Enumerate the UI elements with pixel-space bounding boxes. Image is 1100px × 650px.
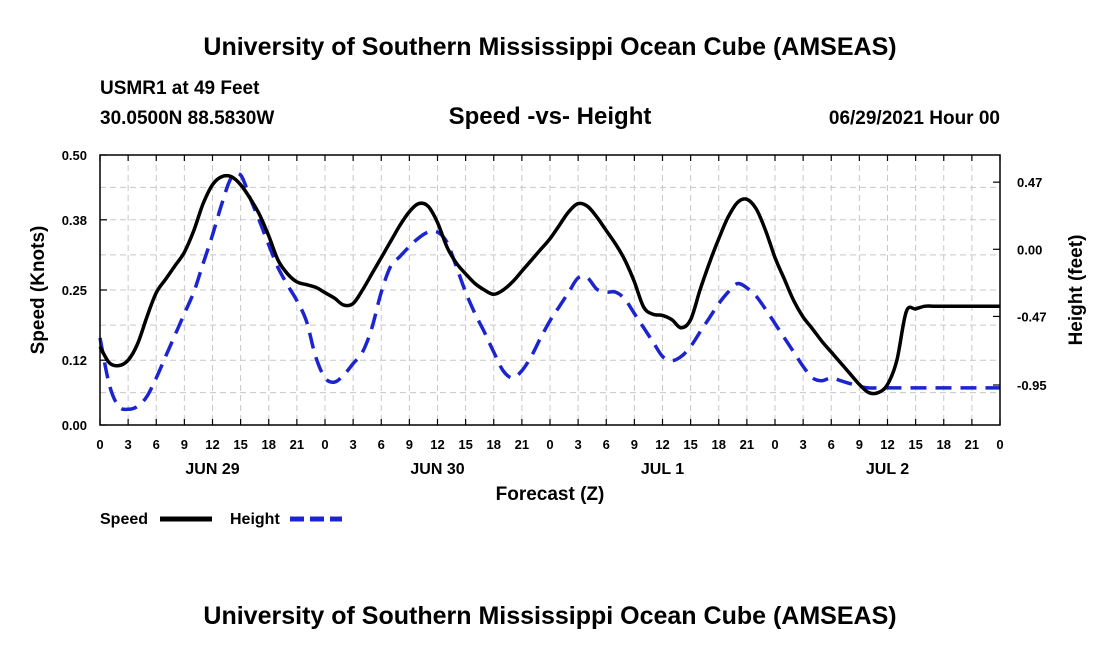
- x-tick-label: 6: [378, 437, 385, 452]
- x-tick-label: 6: [603, 437, 610, 452]
- x-tick-label: 0: [996, 437, 1003, 452]
- y-tick-label-right: -0.47: [1017, 309, 1047, 324]
- x-tick-label: 9: [856, 437, 863, 452]
- y-tick-label-left: 0.12: [62, 353, 87, 368]
- y-axis-label-right: Height (feet): [1066, 235, 1087, 346]
- x-axis-label: Forecast (Z): [496, 484, 605, 505]
- day-label: JUL 1: [641, 461, 684, 478]
- x-tick-label: 12: [880, 437, 894, 452]
- datetime-label: 06/29/2021 Hour 00: [829, 108, 1000, 129]
- y-tick-label-right: -0.95: [1017, 378, 1047, 393]
- x-tick-label: 15: [233, 437, 247, 452]
- legend-label-height: Height: [230, 511, 280, 528]
- y-tick-label-left: 0.25: [62, 283, 87, 298]
- legend-label-speed: Speed: [100, 511, 148, 528]
- x-tick-label: 12: [430, 437, 444, 452]
- x-tick-label: 3: [125, 437, 132, 452]
- series-group: [98, 171, 1001, 412]
- y-tick-label-right: 0.47: [1017, 175, 1042, 190]
- day-label: JUN 30: [410, 461, 464, 478]
- title-top: University of Southern Mississippi Ocean…: [203, 33, 896, 61]
- day-label: JUL 2: [866, 461, 909, 478]
- x-tick-label: 18: [262, 437, 276, 452]
- x-tick-label: 18: [937, 437, 951, 452]
- x-tick-label: 9: [181, 437, 188, 452]
- x-tick-label: 21: [965, 437, 979, 452]
- series-line-speed: [98, 173, 1001, 396]
- x-tick-label: 3: [800, 437, 807, 452]
- x-tick-label: 12: [655, 437, 669, 452]
- x-tick-label: 6: [153, 437, 160, 452]
- x-tick-label: 18: [487, 437, 501, 452]
- y-tick-label-right: 0.00: [1017, 242, 1042, 257]
- x-tick-label: 15: [683, 437, 697, 452]
- x-tick-label: 0: [96, 437, 103, 452]
- y-tick-label-left: 0.00: [62, 418, 87, 433]
- y-tick-label-left: 0.50: [62, 148, 87, 163]
- grid-lines: [100, 155, 1000, 425]
- x-tick-label: 6: [828, 437, 835, 452]
- x-tick-label: 9: [406, 437, 413, 452]
- axis-ticks: 0 3 6 9 12 15 18 21 0 3 6 9 12 15 18 21 0 3 6 9 12 15 18 21 0 3 6 9…: [62, 148, 1047, 478]
- x-tick-label: 15: [458, 437, 472, 452]
- title-bottom: University of Southern Mississippi Ocean…: [203, 602, 896, 630]
- x-tick-label: 3: [350, 437, 357, 452]
- x-tick-label: 18: [712, 437, 726, 452]
- x-tick-label: 15: [908, 437, 922, 452]
- day-label: JUN 29: [185, 461, 239, 478]
- x-tick-label: 21: [515, 437, 529, 452]
- x-tick-label: 0: [321, 437, 328, 452]
- x-tick-label: 0: [771, 437, 778, 452]
- x-tick-label: 12: [205, 437, 219, 452]
- y-axis-label-left: Speed (Knots): [28, 226, 49, 355]
- chart-title: Speed -vs- Height: [449, 103, 652, 130]
- legend: Speed Height: [100, 511, 342, 528]
- y-tick-label-left: 0.38: [62, 213, 87, 228]
- x-tick-label: 3: [575, 437, 582, 452]
- location-label: 30.0500N 88.5830W: [100, 108, 274, 129]
- x-tick-label: 0: [546, 437, 553, 452]
- x-tick-label: 21: [290, 437, 304, 452]
- x-tick-label: 21: [740, 437, 754, 452]
- plot-frame: [99, 154, 1001, 426]
- x-tick-label: 9: [631, 437, 638, 452]
- station-label: USMR1 at 49 Feet: [100, 78, 260, 99]
